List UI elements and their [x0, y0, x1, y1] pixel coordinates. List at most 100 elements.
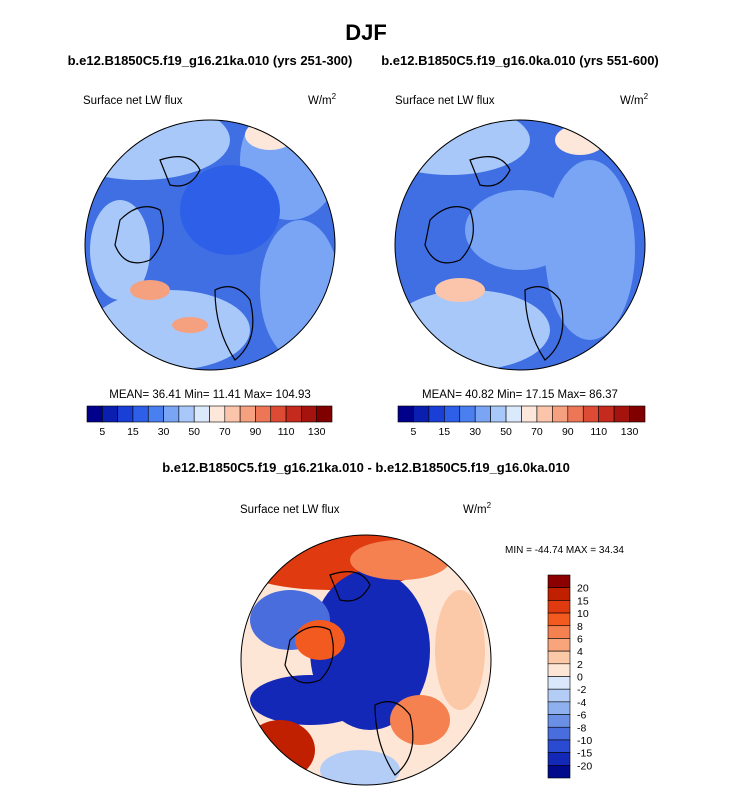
colorbar-box	[536, 405, 553, 423]
colorbar-box	[224, 405, 241, 423]
colorbar-box	[547, 726, 571, 741]
panel-subtitle: b.e12.B1850C5.f19_g16.21ka.010 (yrs 251-…	[68, 53, 353, 68]
units: W/m	[308, 95, 332, 107]
colorbar-box	[613, 405, 630, 423]
colorbar-box	[255, 405, 272, 423]
colorbar-box	[490, 405, 507, 423]
colorbar-box	[598, 405, 615, 423]
units: W/m	[620, 95, 644, 107]
colorbar-box	[552, 405, 569, 423]
colorbar-box	[397, 405, 414, 423]
colorbar-label: 20	[577, 583, 589, 595]
units-sup: 2	[332, 92, 337, 101]
colorbar-box	[547, 600, 571, 614]
colorbar-label: 6	[577, 633, 583, 645]
colorbar-box	[428, 405, 445, 423]
colorbar-label: 130	[308, 426, 326, 438]
field-label: Surface net LW flux	[83, 95, 183, 107]
colorbar-label: -15	[577, 748, 592, 760]
colorbar-label: -10	[577, 735, 592, 747]
colorbar-box	[521, 405, 538, 423]
colorbar-box	[270, 405, 287, 423]
stats: MIN = -44.74 MAX = 34.34	[505, 545, 624, 556]
colorbar-box	[547, 612, 571, 627]
map-border	[394, 119, 646, 371]
colorbar-box	[239, 405, 256, 423]
stats: MEAN= 40.82 Min= 17.15 Max= 86.37	[422, 389, 618, 401]
colorbar-box	[547, 739, 571, 753]
stats: MEAN= 36.41 Min= 11.41 Max= 104.93	[109, 389, 310, 401]
colorbar-box	[547, 701, 571, 715]
colorbar-box	[567, 405, 584, 423]
colorbar-label: -8	[577, 722, 586, 734]
colorbar-box	[102, 405, 118, 423]
colorbar-box	[547, 638, 571, 652]
colorbar-label: -6	[577, 710, 586, 722]
colorbar-label: 0	[577, 672, 583, 684]
colorbar-label: 10	[577, 608, 589, 620]
colorbar-box	[547, 663, 571, 677]
figure-title: DJF	[345, 20, 387, 45]
colorbar-box	[474, 405, 491, 423]
difference-title: b.e12.B1850C5.f19_g16.21ka.010 - b.e12.B…	[162, 460, 570, 475]
units: W/m	[463, 504, 487, 516]
colorbar-label: 130	[621, 426, 639, 438]
colorbar-box	[547, 752, 571, 766]
colorbar-box	[117, 405, 134, 423]
colorbar-box	[505, 405, 522, 423]
colorbar-box	[547, 574, 571, 588]
colorbar-label: 50	[188, 426, 200, 438]
units-label: W/m2	[308, 92, 337, 107]
colorbar-box	[316, 405, 333, 423]
colorbar-box	[301, 405, 317, 423]
units-label: W/m2	[620, 92, 649, 107]
colorbar-label: -2	[577, 684, 586, 696]
units-label: W/m2	[463, 501, 492, 516]
colorbar-label: 30	[158, 426, 170, 438]
colorbar-box	[547, 625, 571, 639]
field-label: Surface net LW flux	[395, 95, 495, 107]
colorbar-label: 4	[577, 646, 583, 658]
colorbar-box	[444, 405, 461, 423]
colorbar-box	[547, 650, 571, 665]
units-sup: 2	[644, 92, 649, 101]
colorbar-box	[547, 714, 571, 728]
colorbar-label: 70	[219, 426, 231, 438]
colorbar: 5 15 30 50 70 90 110 130	[86, 405, 333, 438]
colorbar-label: 15	[438, 426, 450, 438]
colorbar-box	[547, 765, 571, 779]
field-label: Surface net LW flux	[240, 504, 340, 516]
colorbar: 5 15 30 50 70 90 110 130	[397, 405, 646, 438]
colorbar-box	[285, 405, 302, 423]
map-border	[240, 534, 492, 786]
colorbar-label: 5	[99, 426, 105, 438]
colorbar-label: 110	[590, 426, 607, 438]
colorbar-label: 90	[250, 426, 262, 438]
units-sup: 2	[487, 501, 492, 510]
colorbar-box	[413, 405, 430, 423]
colorbar-box	[147, 405, 164, 423]
colorbar-label: -20	[577, 760, 592, 772]
colorbar-box	[459, 405, 476, 423]
colorbar-label: 90	[562, 426, 574, 438]
colorbar-label: 30	[469, 426, 481, 438]
colorbar-label: 110	[278, 426, 295, 438]
colorbar-box	[209, 405, 226, 423]
map	[241, 535, 491, 785]
colorbar-label: 5	[411, 426, 417, 438]
colorbar-box	[86, 405, 103, 423]
colorbar-label: 2	[577, 659, 583, 671]
colorbar-label: 70	[531, 426, 543, 438]
colorbar-label: 50	[500, 426, 512, 438]
colorbar-box	[132, 405, 149, 423]
colorbar-box	[582, 405, 599, 423]
colorbar-box	[547, 587, 571, 601]
map-border	[84, 119, 336, 371]
map	[85, 120, 335, 370]
colorbar-box	[178, 405, 195, 423]
colorbar-label: 15	[577, 595, 589, 607]
colorbar-box	[193, 405, 210, 423]
colorbar-box	[547, 688, 571, 703]
colorbar-label: -4	[577, 697, 586, 709]
